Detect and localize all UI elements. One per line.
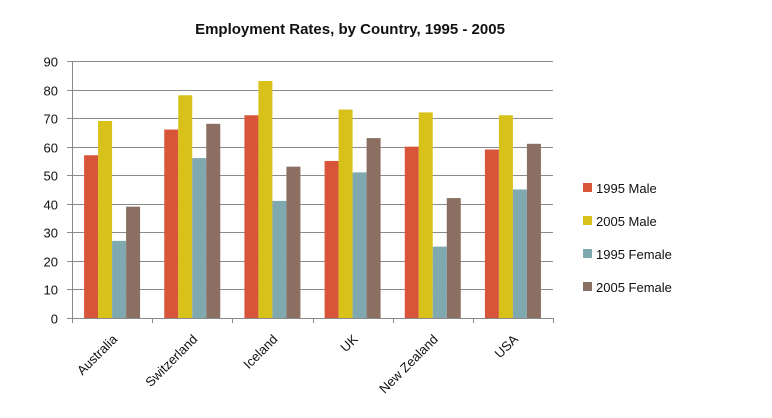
bar-1995-female-new-zealand bbox=[432, 246, 447, 318]
legend-swatch bbox=[583, 216, 592, 225]
legend-label: 1995 Male bbox=[596, 181, 657, 196]
y-tick-label: 40 bbox=[44, 198, 58, 213]
bar-2005-female-switzerland bbox=[206, 123, 221, 318]
y-tick-label: 50 bbox=[44, 169, 58, 184]
y-axis-ticks: 0 10 20 30 40 50 60 70 80 90 bbox=[44, 55, 72, 327]
y-tick-label: 0 bbox=[51, 312, 58, 327]
bar-2005-female-new-zealand bbox=[446, 198, 461, 318]
y-tick-label: 20 bbox=[44, 255, 58, 270]
y-tick-label: 80 bbox=[44, 84, 58, 99]
bar-2005-female-iceland bbox=[286, 166, 301, 318]
bar-2005-male-iceland bbox=[258, 80, 273, 318]
y-tick-label: 60 bbox=[44, 141, 58, 156]
bar-1995-male-uk bbox=[324, 160, 339, 318]
y-tick-label: 90 bbox=[44, 55, 58, 70]
legend-label: 2005 Male bbox=[596, 214, 657, 229]
bar-2005-female-uk bbox=[366, 138, 381, 318]
legend-label: 1995 Female bbox=[596, 247, 672, 262]
bar-1995-female-uk bbox=[352, 172, 367, 318]
bar-1995-female-iceland bbox=[272, 200, 287, 318]
y-tick-label: 30 bbox=[44, 226, 58, 241]
category-label: Australia bbox=[74, 331, 121, 378]
bar-2005-male-switzerland bbox=[178, 95, 193, 319]
bar-1995-male-switzerland bbox=[164, 129, 179, 318]
category-labels: Australia Switzerland Iceland UK New Zealand… bbox=[74, 331, 521, 396]
bars bbox=[84, 80, 541, 319]
legend-swatch bbox=[583, 183, 592, 192]
y-tick-label: 10 bbox=[44, 283, 58, 298]
bar-1995-female-australia bbox=[112, 240, 127, 318]
gridlines bbox=[72, 61, 553, 290]
category-label: USA bbox=[492, 331, 522, 361]
bar-1995-male-australia bbox=[84, 155, 99, 318]
bar-1995-female-usa bbox=[512, 189, 527, 318]
bar-1995-male-new-zealand bbox=[404, 146, 419, 318]
chart-title: Employment Rates, by Country, 1995 - 200… bbox=[195, 21, 505, 38]
bar-2005-male-usa bbox=[498, 115, 513, 318]
bar-1995-male-usa bbox=[484, 149, 499, 318]
category-label: Switzerland bbox=[142, 332, 200, 390]
legend: 1995 Male 2005 Male 1995 Female 2005 Female bbox=[583, 181, 672, 295]
bar-2005-male-uk bbox=[338, 109, 353, 319]
legend-label: 2005 Female bbox=[596, 280, 672, 295]
category-label: Iceland bbox=[240, 332, 280, 372]
legend-swatch bbox=[583, 249, 592, 258]
y-tick-label: 70 bbox=[44, 112, 58, 127]
x-axis bbox=[72, 61, 554, 323]
bar-2005-female-australia bbox=[126, 206, 141, 318]
bar-2005-male-australia bbox=[98, 120, 113, 318]
bar-1995-male-iceland bbox=[244, 115, 259, 318]
category-label: UK bbox=[337, 331, 361, 355]
bar-2005-female-usa bbox=[526, 143, 541, 318]
category-label: New Zealand bbox=[376, 332, 441, 397]
legend-swatch bbox=[583, 282, 592, 291]
bar-2005-male-new-zealand bbox=[418, 112, 433, 319]
bar-1995-female-switzerland bbox=[192, 158, 207, 318]
